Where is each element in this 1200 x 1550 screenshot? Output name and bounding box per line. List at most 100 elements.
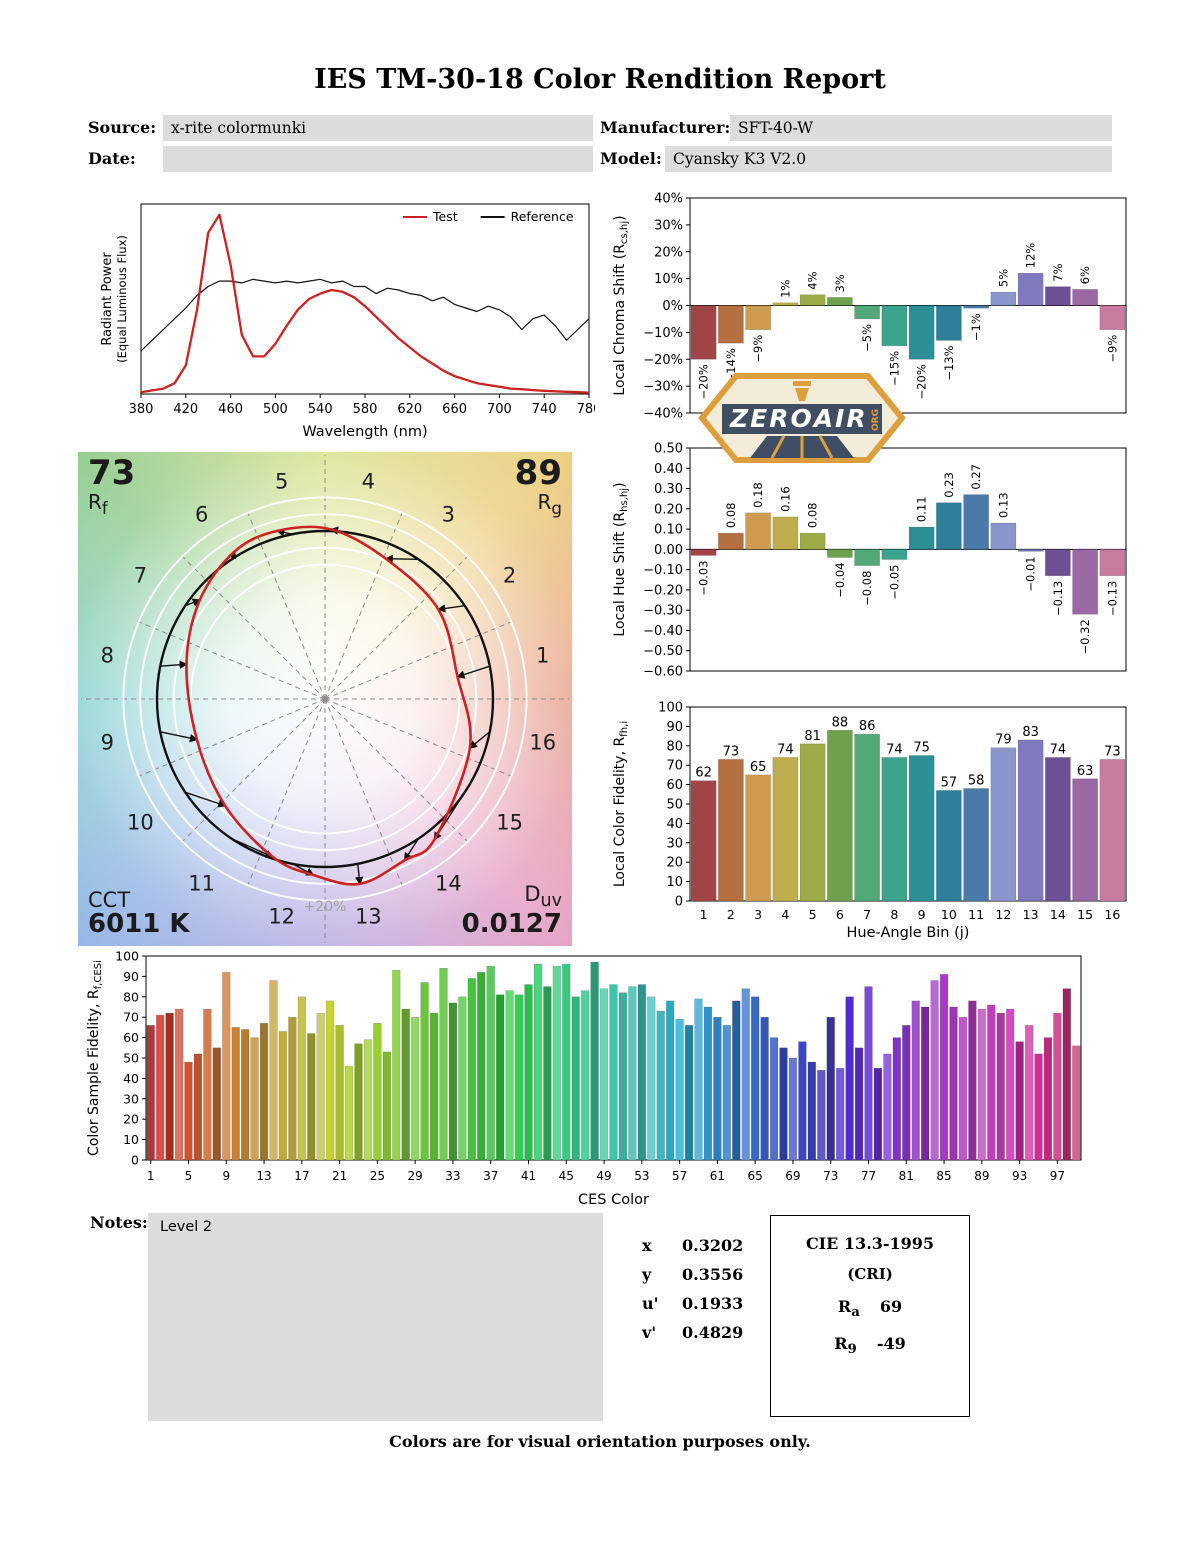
watermark-band [722,404,882,434]
svg-text:8: 8 [890,907,898,922]
svg-text:93: 93 [1012,1169,1027,1183]
svg-text:−20%: −20% [697,364,711,399]
watermark-suffix: ORG [871,409,881,431]
svg-text:0.08: 0.08 [724,503,738,529]
svg-text:16: 16 [529,730,556,754]
svg-text:6%: 6% [1078,266,1092,284]
cie-cri-box: CIE 13.3-1995 (CRI) Ra 69 R9 -49 [770,1215,970,1417]
rg-value: 89 [514,453,562,493]
svg-text:79: 79 [995,733,1012,748]
svg-text:0.50: 0.50 [654,442,683,457]
svg-text:−0.40: −0.40 [643,624,683,639]
svg-text:11: 11 [968,907,984,922]
svg-text:53: 53 [634,1169,649,1183]
svg-text:Radiant Power: Radiant Power [100,252,115,346]
date-field [163,146,593,172]
chromaticity-row-v: v' 0.4829 [642,1323,744,1342]
svg-text:11: 11 [188,872,215,896]
svg-text:Color Sample Fidelity, Rf,CESi: Color Sample Fidelity, Rf,CESi [86,960,104,1156]
manufacturer-label: Manufacturer: [600,118,731,137]
svg-text:75: 75 [913,741,930,756]
svg-text:17: 17 [294,1169,309,1183]
svg-text:660: 660 [442,402,467,417]
svg-text:3: 3 [754,907,762,922]
svg-text:740: 740 [532,402,557,417]
svg-text:33: 33 [445,1169,460,1183]
svg-text:Reference: Reference [511,209,574,224]
svg-text:Local Color Fidelity, Rfh,i: Local Color Fidelity, Rfh,i [612,721,630,887]
svg-text:40: 40 [666,817,683,832]
model-value: Cyansky K3 V2.0 [673,150,807,168]
report-title: IES TM-30-18 Color Rendition Report [314,64,886,95]
svg-text:77: 77 [861,1169,876,1183]
svg-text:70: 70 [123,1010,139,1025]
svg-text:10%: 10% [654,272,683,287]
svg-text:62: 62 [695,766,712,781]
cct-value: 6011 K [88,908,190,939]
chromaticity-row-y: y 0.3556 [642,1265,744,1284]
svg-text:60: 60 [123,1030,139,1045]
svg-text:−0.60: −0.60 [643,665,683,680]
svg-text:73: 73 [823,1169,838,1183]
svg-text:63: 63 [1077,764,1094,779]
svg-text:−0.30: −0.30 [643,604,683,619]
svg-text:37: 37 [483,1169,498,1183]
svg-text:12: 12 [268,905,295,929]
local-hue-shift-chart: 0.500.400.300.200.100.00−0.10−0.20−0.30−… [612,442,1127,680]
manufacturer-field: SFT-40-W [730,115,1112,141]
svg-text:30: 30 [666,836,683,851]
svg-text:620: 620 [397,402,422,417]
cie-subtitle: (CRI) [847,1265,893,1283]
svg-text:0.11: 0.11 [915,496,929,522]
svg-text:0.23: 0.23 [942,472,956,498]
lantern-icon [793,381,811,386]
lantern-body-icon [795,388,809,401]
svg-text:0.16: 0.16 [778,486,792,512]
rf-symbol: Rf [88,489,108,518]
svg-text:13: 13 [355,905,382,929]
svg-text:−0.20: −0.20 [643,583,683,598]
rg-block: 89 Rg [514,453,562,518]
svg-text:3: 3 [442,502,455,526]
notes-text: Level 2 [160,1219,213,1235]
svg-text:57: 57 [672,1169,687,1183]
r9-row: R9 -49 [834,1334,906,1358]
watermark-ray-lines [770,435,834,459]
svg-text:(Equal Luminous Flux): (Equal Luminous Flux) [115,235,129,363]
ra-value: 69 [879,1297,903,1316]
svg-text:9: 9 [918,907,926,922]
svg-text:65: 65 [748,1169,763,1183]
svg-text:500: 500 [263,402,288,417]
duv-symbol: Duv [524,882,562,912]
svg-text:0%: 0% [662,299,683,314]
svg-text:10: 10 [666,875,683,890]
svg-text:69: 69 [785,1169,800,1183]
svg-text:80: 80 [666,739,683,754]
svg-text:6: 6 [195,502,208,526]
svg-text:700: 700 [487,402,512,417]
ring-plus20-label: +20% [303,899,347,915]
svg-text:−0.13: −0.13 [1051,581,1065,616]
svg-text:90: 90 [666,720,683,735]
svg-text:90: 90 [123,969,139,984]
svg-text:−0.50: −0.50 [643,644,683,659]
svg-text:86: 86 [859,719,876,734]
svg-text:3%: 3% [833,274,847,292]
svg-text:81: 81 [899,1169,914,1183]
svg-text:2: 2 [727,907,735,922]
svg-text:2: 2 [503,564,516,588]
rg-symbol: Rg [537,489,562,518]
svg-text:1: 1 [147,1169,155,1183]
svg-text:7: 7 [863,907,871,922]
chromaticity-row-x: x 0.3202 [642,1236,744,1255]
svg-text:−10%: −10% [643,326,683,341]
svg-text:0.18: 0.18 [751,482,765,508]
svg-text:−0.32: −0.32 [1078,619,1092,654]
svg-text:5: 5 [275,469,288,493]
svg-text:9: 9 [101,730,114,754]
notes-box: Level 2 [148,1213,603,1421]
manufacturer-value: SFT-40-W [738,119,813,137]
svg-text:−9%: −9% [1105,335,1119,363]
svg-text:12%: 12% [1024,243,1038,269]
